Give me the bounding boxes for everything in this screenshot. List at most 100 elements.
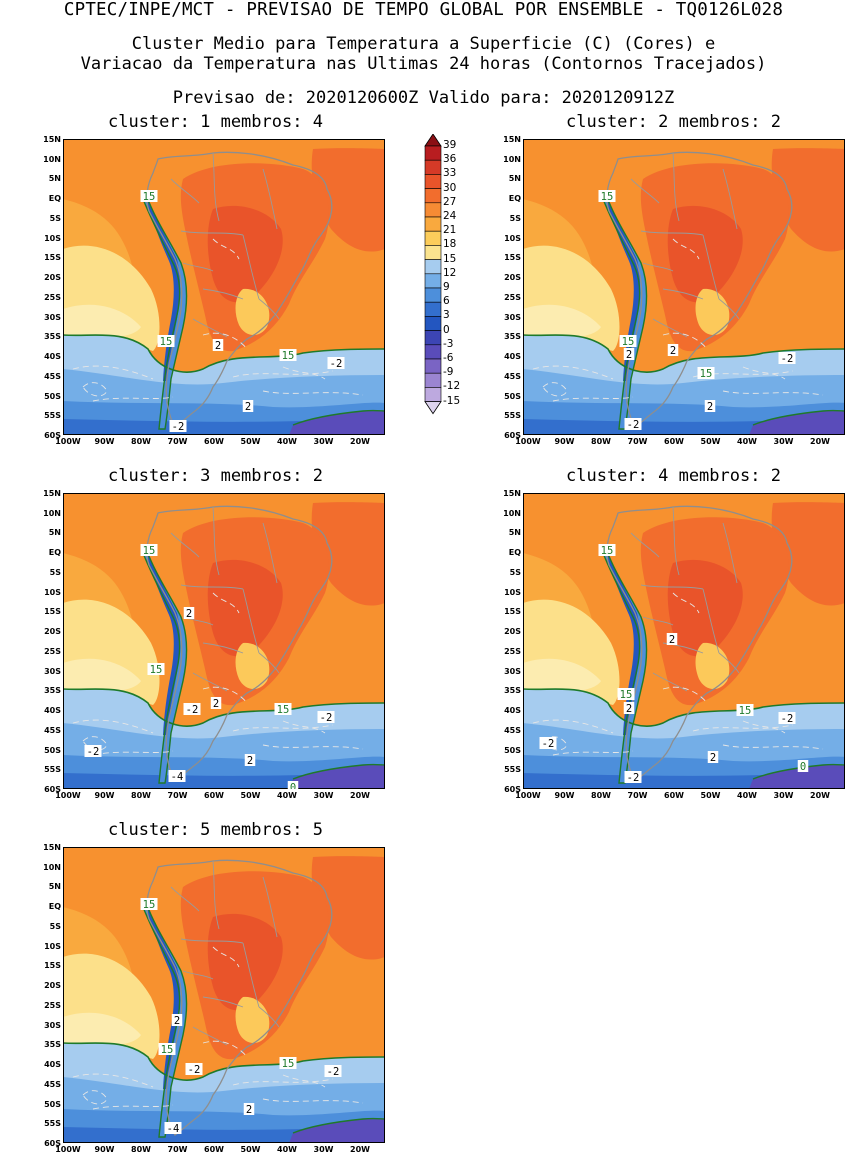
latitude-label: 10S [504,587,521,597]
panel-title: cluster: 5 membros: 5 [108,820,323,840]
main-title: CPTEC/INPE/MCT - PREVISAO DE TEMPO GLOBA… [63,0,784,20]
colorbar-label: 15 [443,252,457,265]
longitude-label: 90W [94,1145,115,1154]
contour-label: 2 [707,751,719,764]
contour-label: 2 [666,633,678,646]
contour-label: -2 [778,712,796,725]
colorbar-label: 12 [443,266,457,279]
latitude-label: 60S [44,1139,61,1148]
contour-label-text: -2 [781,713,794,725]
latitude-label: 20S [44,627,61,637]
contour-label-text: 15 [739,705,752,717]
contour-label: 2 [667,344,679,357]
contour-label: 2 [171,1014,183,1027]
latitude-label: 45S [504,725,521,735]
contour-label-text: -4 [167,1123,180,1135]
contour-label: 15 [279,349,297,362]
contour-label-text: -2 [327,1066,340,1078]
latitude-label: 5S [49,567,61,577]
latitude-label: 35S [44,686,61,696]
contour-label-text: 15 [620,689,633,701]
contour-label-text: 15 [143,899,156,911]
longitude-label: 50W [240,1145,261,1154]
colorbar-label: 33 [443,167,457,180]
latitude-label: 15S [44,607,61,617]
colorbar-label: -9 [443,366,454,379]
contour-label-text: 15 [150,664,163,676]
contour-label-text: 15 [160,336,173,348]
colorbar-label: 27 [443,195,457,208]
contour-label: 15 [697,367,715,380]
latitude-label: 45S [44,725,61,735]
latitude-label: 15S [44,253,61,263]
latitude-label: 25S [504,292,521,302]
longitude-label: 70W [167,791,188,800]
contour-label: 2 [242,400,254,413]
temperature-map: 15 15 15 2 -2 -2 2 -4 [63,847,385,1143]
contour-label-text: -2 [330,358,343,370]
contour-label: -2 [84,745,102,758]
latitude-label: 10S [44,587,61,597]
panel-title: cluster: 1 membros: 4 [108,112,323,132]
contour-label-text: 2 [626,349,632,361]
longitude-label: 20W [350,791,370,800]
contour-label-text: 15 [282,1058,295,1070]
latitude-label: 40S [504,706,521,716]
contour-label: 0 [287,781,299,789]
latitude-label: 5S [509,567,521,577]
colorbar-label: 36 [443,153,457,166]
longitude-label: 20W [810,437,830,446]
contour-label-text: 2 [669,634,675,646]
contour-label-text: 15 [143,545,156,557]
latitude-label: 30S [44,312,61,322]
temperature-map: 15 15 15 2 -2 2 -2 [63,139,385,435]
latitude-label: 50S [44,391,61,401]
latitude-label: 35S [504,332,521,342]
latitude-label: 5S [49,213,61,223]
contour-label: 15 [140,898,158,911]
contour-label: 15 [736,704,754,717]
latitude-label: 5S [509,213,521,223]
contour-label-text: 15 [700,368,713,380]
latitude-label: 60S [504,785,521,794]
contour-label: -2 [317,711,335,724]
contour-label: 0 [797,760,809,773]
latitude-label: 35S [44,1040,61,1050]
latitude-label: 60S [44,785,61,794]
contour-label-text: 2 [215,340,221,352]
latitude-label: 10N [503,508,521,518]
contour-label-text: 2 [246,1104,252,1116]
contour-label: 2 [210,697,222,710]
contour-label-text: 2 [174,1015,180,1027]
latitude-label: 40S [504,352,521,362]
latitude-label: 55S [504,765,521,775]
contour-label-text: 15 [601,545,614,557]
latitude-label: 50S [44,745,61,755]
latitude-label: EQ [48,548,61,558]
longitude-label: 50W [240,437,261,446]
contour-label: 15 [598,190,616,203]
colorbar-label: 0 [443,323,450,336]
contour-label: 15 [140,544,158,557]
colorbar-scale [424,134,442,415]
latitude-label: 15N [43,843,61,852]
latitude-label: 30S [504,312,521,322]
contour-label: 15 [619,335,637,348]
colorbar-label: 3 [443,309,450,322]
latitude-label: EQ [508,548,521,558]
contour-label-text: -2 [627,772,640,784]
latitude-label: 40S [44,706,61,716]
latitude-label: 30S [44,666,61,676]
temperature-map: 15 15 15 2 2 -2 -2 2 -2 0 [523,493,845,789]
longitude-label: 90W [554,437,575,446]
latitude-label: 5N [508,528,521,538]
contour-label: -2 [624,418,642,431]
panel-title: cluster: 2 membros: 2 [566,112,781,132]
longitude-label: 70W [627,437,648,446]
longitude-label: 50W [240,791,261,800]
longitude-label: 20W [810,791,830,800]
contour-label-text: 15 [622,336,635,348]
contour-label-text: -2 [188,1064,201,1076]
contour-label-text: -2 [542,738,555,750]
latitude-label: 30S [44,1020,61,1030]
